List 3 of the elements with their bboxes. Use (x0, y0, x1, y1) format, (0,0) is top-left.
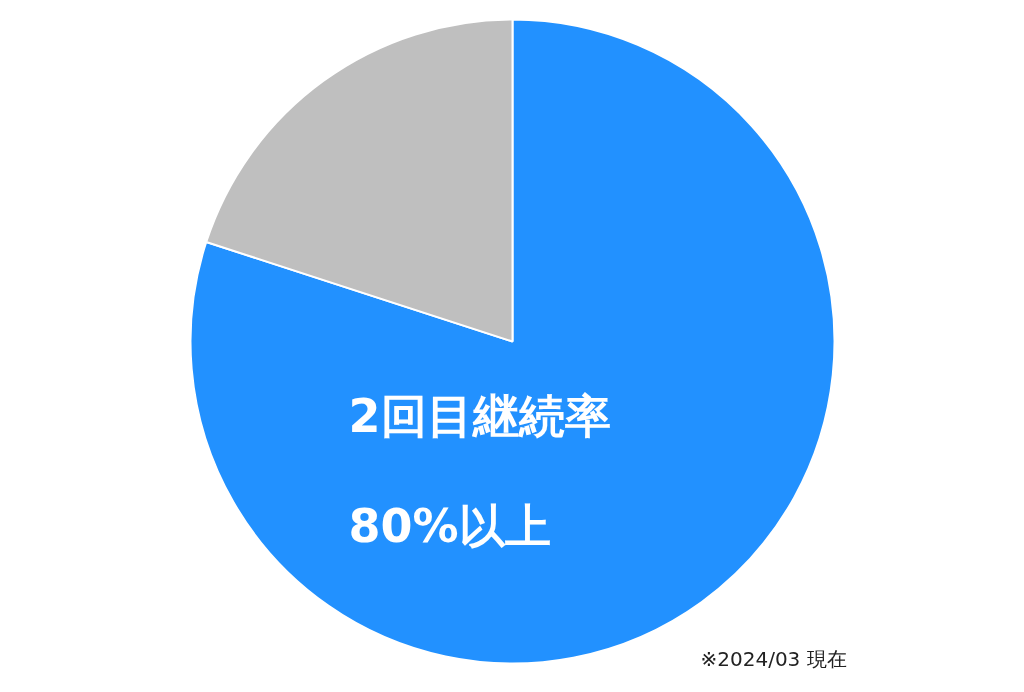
text: 2回目継続率 (348, 388, 611, 443)
text: ※2024/03 現在 (700, 646, 847, 671)
text: 80%以上 (348, 498, 551, 553)
